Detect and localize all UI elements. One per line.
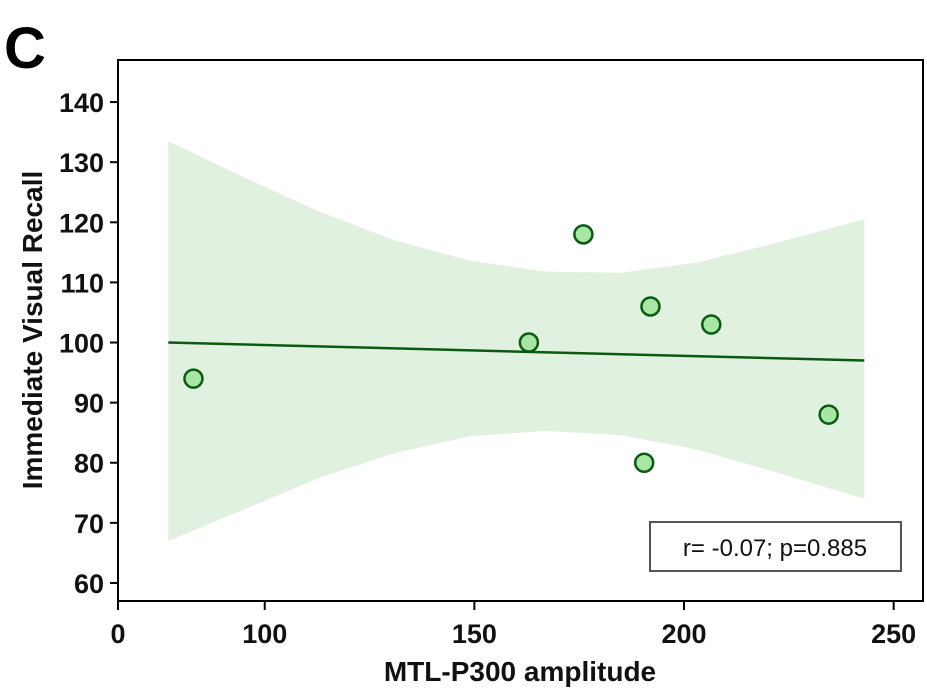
data-point: [183, 368, 204, 389]
panel-label: C: [4, 16, 46, 81]
y-axis-title: Immediate Visual Recall: [17, 171, 48, 490]
x-axis-title: MTL-P300 amplitude: [384, 656, 656, 687]
data-point: [701, 314, 722, 335]
y-tick-label: 140: [59, 88, 104, 118]
y-tick-label: 70: [74, 509, 104, 539]
x-tick-label: 0: [110, 619, 125, 649]
x-tick-label: 150: [452, 619, 497, 649]
x-axis: 0 100 150 200 250: [110, 601, 916, 649]
regression-line: [168, 341, 865, 362]
plot-area: [168, 141, 865, 541]
y-tick-label: 130: [59, 148, 104, 178]
data-point: [818, 404, 839, 425]
confidence-band: [168, 141, 865, 541]
y-tick-label: 110: [60, 268, 104, 298]
y-tick-label: 60: [74, 569, 104, 599]
x-tick-label: 250: [871, 619, 916, 649]
stats-text: r= -0.07; p=0.885: [683, 535, 867, 562]
data-point: [573, 224, 594, 245]
data-point: [633, 452, 655, 473]
stats-annotation: r= -0.07; p=0.885: [649, 521, 902, 572]
y-tick-label: 120: [59, 208, 104, 238]
data-point: [640, 296, 661, 317]
y-tick-label: 80: [74, 449, 104, 479]
stats-box: [649, 521, 902, 572]
x-tick-label: 200: [661, 619, 706, 649]
plot-frame: [117, 59, 924, 602]
data-point: [518, 332, 540, 353]
x-tick-label: 100: [242, 619, 287, 649]
y-tick-label: 90: [74, 389, 104, 419]
y-axis: 60 70 80 90 100 110 120 130 140: [59, 88, 118, 599]
y-tick-label: 100: [59, 329, 104, 359]
